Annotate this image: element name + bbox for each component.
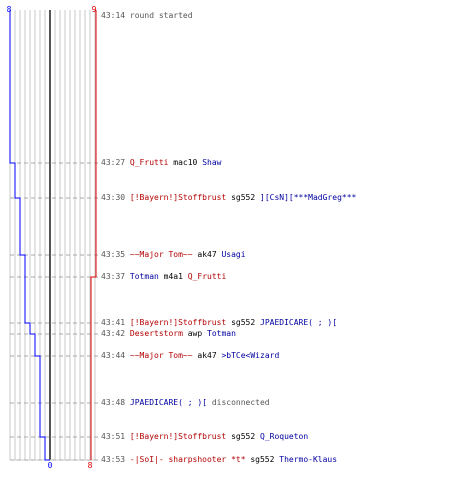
event-time: 43:30 (101, 193, 126, 202)
event-row: 43:14 round started (101, 11, 193, 21)
blue-start-count: 8 (7, 5, 12, 14)
weapon-name: ak47 (197, 250, 217, 259)
killer-name: ~~Major Tom~~ (129, 351, 193, 360)
player-count-graph: 8 9 0 8 (7, 5, 100, 470)
red-end-count: 8 (88, 461, 93, 470)
event-text: disconnected (211, 398, 270, 407)
event-time: 43:48 (101, 398, 126, 407)
event-time: 43:44 (101, 351, 126, 360)
victim-name: Thermo-Klaus (279, 455, 338, 464)
red-start-count: 9 (92, 5, 97, 14)
victim-name: Totman (207, 329, 236, 338)
event-time: 43:37 (101, 272, 126, 281)
killer-name: [!Bayern!]Stoffbrust (129, 432, 227, 441)
event-row: 43:44 ~~Major Tom~~ ak47 >bTCe<Wizard (101, 351, 279, 361)
weapon-name: m4a1 (163, 272, 183, 281)
killer-name: Q_Frutti (129, 158, 169, 167)
victim-name: JPAEDICARE( ; )[ (260, 318, 338, 327)
event-time: 43:14 (101, 11, 126, 20)
weapon-name: sg552 (231, 193, 256, 202)
victim-name: Q_Roqueton (260, 432, 309, 441)
event-time: 43:51 (101, 432, 126, 441)
event-row: 43:27 Q_Frutti mac10 Shaw (101, 158, 221, 168)
weapon-name: sg552 (231, 318, 256, 327)
event-time: 43:53 (101, 455, 126, 464)
red-team-count-line (90, 10, 97, 460)
event-row: 43:30 [!Bayern!]Stoffbrust sg552 ][CsN][… (101, 193, 356, 203)
killer-name: Desertstorm (129, 329, 183, 338)
event-row: 43:37 Totman m4a1 Q_Frutti (101, 272, 226, 282)
event-time: 43:35 (101, 250, 126, 259)
weapon-name: mac10 (173, 158, 198, 167)
event-row: 43:51 [!Bayern!]Stoffbrust sg552 Q_Roque… (101, 432, 308, 442)
event-time: 43:27 (101, 158, 126, 167)
event-time: 43:41 (101, 318, 126, 327)
victim-name: >bTCe<Wizard (221, 351, 280, 360)
event-row: 43:42 Desertstorm awp Totman (101, 329, 236, 339)
killer-name: Totman (129, 272, 159, 281)
event-row: 43:35 ~~Major Tom~~ ak47 Usagi (101, 250, 246, 260)
blue-team-count-line (9, 10, 50, 461)
killer-name: [!Bayern!]Stoffbrust (129, 193, 227, 202)
event-text: round started (129, 11, 193, 20)
player-name: JPAEDICARE( ; )[ (129, 398, 207, 407)
victim-name: Q_Frutti (187, 272, 227, 281)
event-row: 43:41 [!Bayern!]Stoffbrust sg552 JPAEDIC… (101, 318, 337, 328)
event-row: 43:48 JPAEDICARE( ; )[ disconnected (101, 398, 270, 408)
killer-name: [!Bayern!]Stoffbrust (129, 318, 227, 327)
victim-name: Usagi (221, 250, 246, 259)
graph-grid (9, 10, 96, 461)
blue-end-count: 0 (48, 461, 53, 470)
victim-name: Shaw (202, 158, 222, 167)
killer-name: -|SoI|- sharpshooter *t* (129, 455, 246, 464)
weapon-name: ak47 (197, 351, 217, 360)
killer-name: ~~Major Tom~~ (129, 250, 193, 259)
weapon-name: sg552 (231, 432, 256, 441)
event-row: 43:53 -|SoI|- sharpshooter *t* sg552 The… (101, 455, 337, 465)
event-time: 43:42 (101, 329, 126, 338)
weapon-name: awp (187, 329, 203, 338)
weapon-name: sg552 (250, 455, 275, 464)
victim-name: ][CsN][***MadGreg*** (260, 193, 357, 202)
